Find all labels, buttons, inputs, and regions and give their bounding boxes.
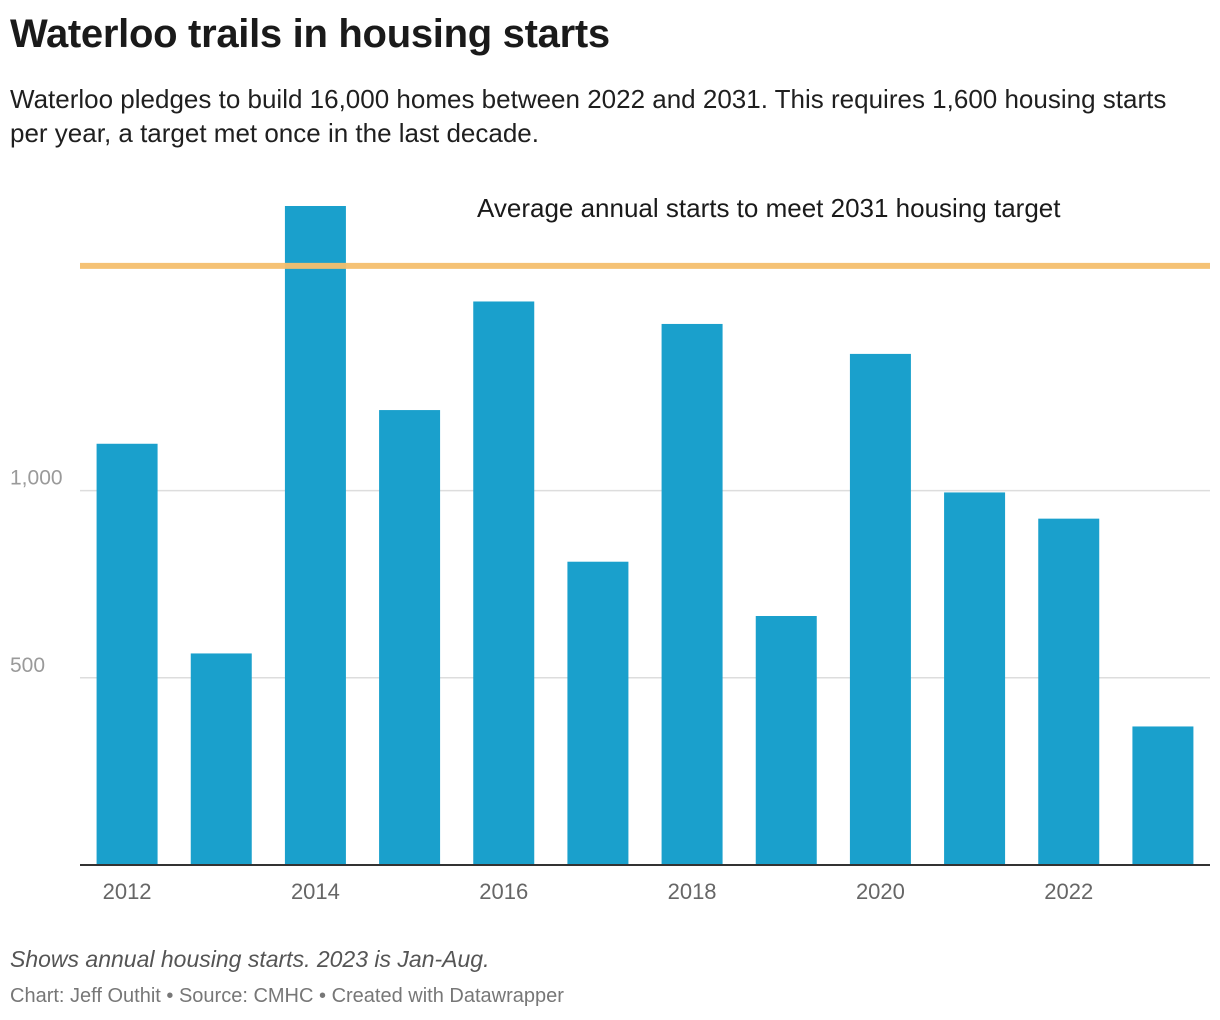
bar-2022 xyxy=(1038,518,1100,865)
bar-chart: 500 1,000 Average annual starts to meet 2… xyxy=(10,193,1210,904)
x-tick-label: 2014 xyxy=(291,879,340,904)
bars xyxy=(96,206,1194,865)
bar-2013 xyxy=(190,653,252,865)
x-tick-label: 2012 xyxy=(103,879,152,904)
x-tick-label: 2016 xyxy=(479,879,528,904)
chart-credits: Chart: Jeff Outhit • Source: CMHC • Crea… xyxy=(10,985,564,1008)
chart-title: Waterloo trails in housing starts xyxy=(10,12,610,56)
bar-2015 xyxy=(379,410,441,865)
y-tick-label: 1,000 xyxy=(10,467,63,490)
source-prefix: Source: xyxy=(178,985,254,1007)
x-tick-label: 2018 xyxy=(668,879,717,904)
gridlines: 500 1,000 xyxy=(10,467,1210,679)
credit-separator: • xyxy=(313,985,332,1007)
bar-2019 xyxy=(755,616,817,865)
target-line-group: Average annual starts to meet 2031 housi… xyxy=(80,193,1210,269)
created-with: Created with Datawrapper xyxy=(331,985,564,1007)
source-name: CMHC xyxy=(253,985,314,1007)
bar-2017 xyxy=(567,561,629,865)
x-tick-label: 2020 xyxy=(856,879,905,904)
chart-subtitle: Waterloo pledges to build 16,000 homes b… xyxy=(10,84,1167,148)
credit-prefix: Chart: xyxy=(10,985,71,1007)
x-axis: 2012 2014 2016 2018 2020 2022 xyxy=(80,864,1210,904)
bar-2016 xyxy=(473,301,535,865)
bar-2014 xyxy=(284,206,346,865)
chart-note: Shows annual housing starts. 2023 is Jan… xyxy=(10,946,490,972)
target-label: Average annual starts to meet 2031 housi… xyxy=(477,193,1061,223)
y-tick-label: 500 xyxy=(10,654,45,677)
bar-2020 xyxy=(849,353,911,865)
bar-2018 xyxy=(661,323,723,865)
bar-2012 xyxy=(96,443,158,865)
credit-separator: • xyxy=(160,985,179,1007)
bar-2021 xyxy=(944,492,1006,865)
credit-author: Jeff Outhit xyxy=(70,985,161,1007)
x-tick-label: 2022 xyxy=(1044,879,1093,904)
bar-2023 xyxy=(1132,726,1194,865)
